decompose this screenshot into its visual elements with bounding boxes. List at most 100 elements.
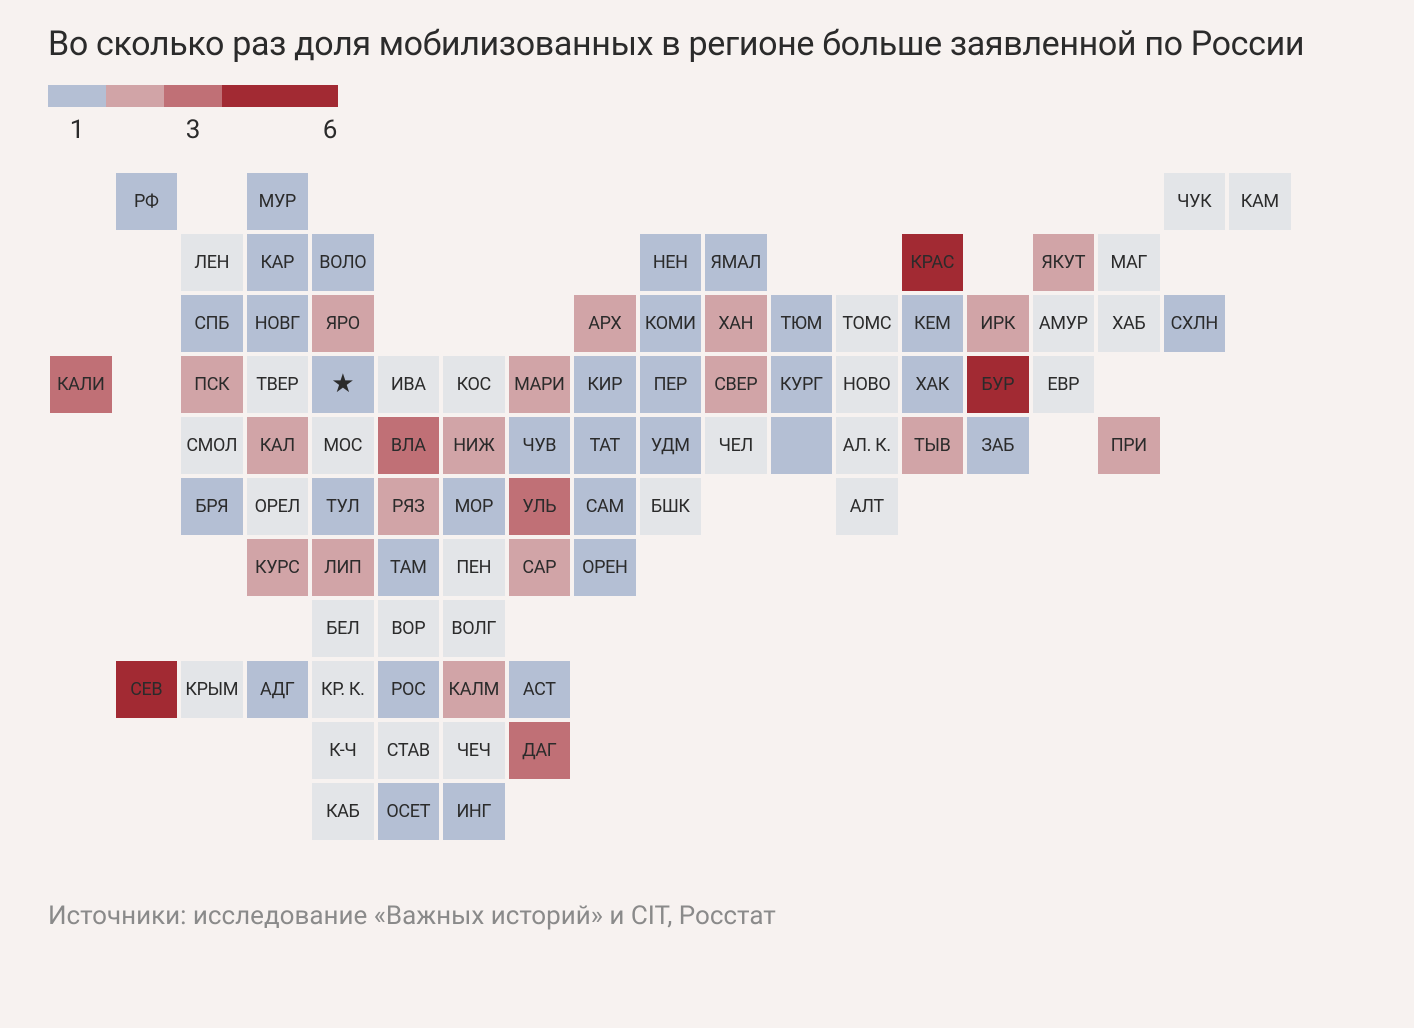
region-tile[interactable]: ЗАБ [965,415,1031,476]
legend: 1 3 6 [48,85,1366,143]
region-tile[interactable]: КАР [245,232,311,293]
region-tile[interactable]: САР [507,537,573,598]
region-tile[interactable]: АСТ [507,659,573,720]
legend-tick: 6 [323,115,338,145]
region-tile[interactable]: ВОЛО [310,232,376,293]
region-tile[interactable]: ТОМС [834,293,900,354]
region-tile[interactable]: КАЛМ [441,659,507,720]
region-tile[interactable]: КОС [441,354,507,415]
region-tile[interactable]: ИНГ [441,781,507,842]
region-tile[interactable]: ДАГ [507,720,573,781]
region-tile[interactable]: РОС [376,659,442,720]
region-tile[interactable]: К-Ч [310,720,376,781]
region-tile[interactable]: НОВО [834,354,900,415]
region-tile[interactable] [769,415,835,476]
region-tile[interactable]: НИЖ [441,415,507,476]
legend-swatch [48,85,106,107]
region-tile[interactable]: ЯМАЛ [703,232,769,293]
region-tile[interactable]: МОС [310,415,376,476]
region-tile[interactable]: МУР [245,171,311,232]
region-tile[interactable]: КАЛИ [48,354,114,415]
region-tile[interactable]: ОСЕТ [376,781,442,842]
region-tile[interactable]: НЕН [638,232,704,293]
region-tile[interactable]: ТВЕР [245,354,311,415]
region-tile[interactable]: ЯКУТ [1031,232,1097,293]
region-tile[interactable]: ИВА [376,354,442,415]
region-tile[interactable]: ЧУВ [507,415,573,476]
region-tile[interactable]: КИР [572,354,638,415]
region-tile[interactable]: СВЕР [703,354,769,415]
region-tile[interactable]: КУРС [245,537,311,598]
region-tile[interactable]: МОР [441,476,507,537]
region-tile[interactable]: БУР [965,354,1031,415]
region-tile[interactable]: МАРИ [507,354,573,415]
region-tile[interactable]: ВОЛГ [441,598,507,659]
chart-title: Во сколько раз доля мобилизованных в рег… [48,24,1366,65]
region-tile[interactable]: КАБ [310,781,376,842]
legend-tick: 3 [186,115,201,145]
region-tile[interactable]: ХАК [900,354,966,415]
region-tile[interactable]: ЧУК [1162,171,1228,232]
region-tile[interactable]: УЛЬ [507,476,573,537]
region-tile[interactable]: КАЛ [245,415,311,476]
region-tile[interactable]: КР. К. [310,659,376,720]
region-tile[interactable]: ТЫВ [900,415,966,476]
region-tile[interactable]: АЛ. К. [834,415,900,476]
region-tile[interactable]: БЕЛ [310,598,376,659]
region-tile[interactable]: ПЕН [441,537,507,598]
region-tile[interactable]: СПБ [179,293,245,354]
region-tile[interactable]: УДМ [638,415,704,476]
region-tile[interactable]: ★ [310,354,376,415]
region-tile[interactable]: ЯРО [310,293,376,354]
region-tile[interactable]: ЛИП [310,537,376,598]
region-tile[interactable]: МАГ [1096,232,1162,293]
region-tile[interactable]: КОМИ [638,293,704,354]
legend-swatch [222,85,338,107]
legend-swatch [106,85,164,107]
region-tile[interactable]: САМ [572,476,638,537]
region-tile[interactable]: ПРИ [1096,415,1162,476]
region-tile[interactable]: СМОЛ [179,415,245,476]
region-tile[interactable]: КРАС [900,232,966,293]
region-tile[interactable]: АРХ [572,293,638,354]
region-tile[interactable]: КРЫМ [179,659,245,720]
region-tile[interactable]: ЕВР [1031,354,1097,415]
region-tile[interactable]: ОРЕН [572,537,638,598]
chart-source: Источники: исследование «Важных историй»… [48,901,776,931]
tilemap-grid: РФМУРЧУККАМЛЕНКАРВОЛОНЕНЯМАЛКРАСЯКУТМАГС… [48,171,1358,842]
region-tile[interactable]: ХАН [703,293,769,354]
legend-tick: 1 [70,115,85,145]
region-tile[interactable]: ТУЛ [310,476,376,537]
region-tile[interactable]: НОВГ [245,293,311,354]
region-tile[interactable]: ТЮМ [769,293,835,354]
region-tile[interactable]: КУРГ [769,354,835,415]
region-tile[interactable]: ПСК [179,354,245,415]
region-tile[interactable]: ТАТ [572,415,638,476]
region-tile[interactable]: ИРК [965,293,1031,354]
region-tile[interactable]: ЧЕЛ [703,415,769,476]
capital-star-icon: ★ [331,371,354,397]
region-tile[interactable]: ОРЕЛ [245,476,311,537]
region-tile[interactable]: АЛТ [834,476,900,537]
region-tile[interactable]: СТАВ [376,720,442,781]
legend-swatch [164,85,222,107]
region-tile[interactable]: СЕВ [114,659,180,720]
region-tile[interactable]: КЕМ [900,293,966,354]
region-tile[interactable]: ЛЕН [179,232,245,293]
region-tile[interactable]: РЯЗ [376,476,442,537]
region-tile[interactable]: АДГ [245,659,311,720]
region-tile[interactable]: КАМ [1227,171,1293,232]
region-tile[interactable]: ПЕР [638,354,704,415]
region-tile[interactable]: СХЛН [1162,293,1228,354]
region-tile[interactable]: БШК [638,476,704,537]
region-tile[interactable]: ТАМ [376,537,442,598]
region-tile[interactable]: ХАБ [1096,293,1162,354]
region-tile[interactable]: АМУР [1031,293,1097,354]
legend-ticks: 1 3 6 [48,115,338,143]
region-tile[interactable]: ВЛА [376,415,442,476]
region-tile[interactable]: РФ [114,171,180,232]
region-tile[interactable]: БРЯ [179,476,245,537]
region-tile[interactable]: ВОР [376,598,442,659]
region-tile[interactable]: ЧЕЧ [441,720,507,781]
legend-color-bar [48,85,338,107]
